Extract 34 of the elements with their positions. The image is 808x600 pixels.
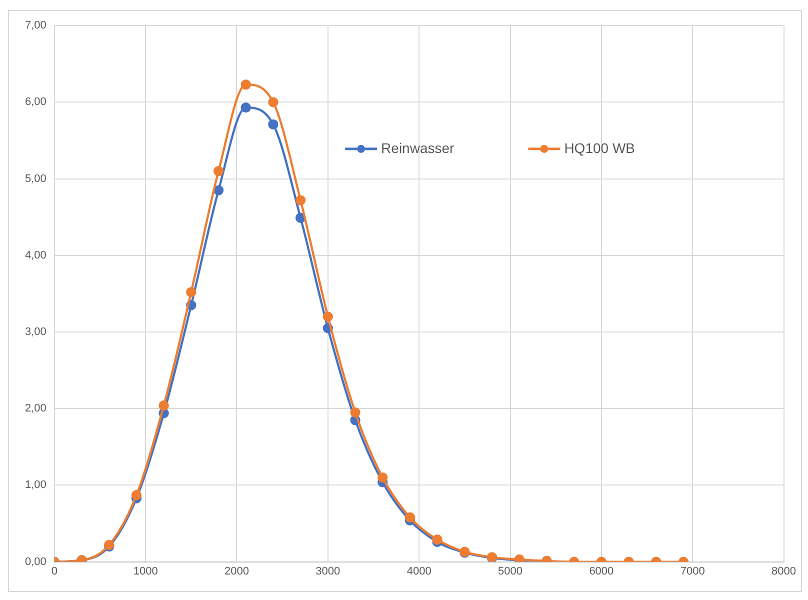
point [240, 102, 251, 113]
point [158, 400, 169, 411]
x-tick-label: 2000 [224, 565, 249, 578]
legend-label: Reinwasser [381, 140, 455, 156]
point [378, 472, 388, 483]
point [131, 490, 142, 500]
x-tick-label: 7000 [680, 565, 705, 578]
point [322, 312, 334, 322]
x-tick-label: 1000 [133, 565, 158, 578]
point [404, 512, 416, 522]
y-tick-label: 4,00 [24, 249, 46, 262]
x-tick-label: 5000 [498, 565, 522, 578]
y-tick-label: 1,00 [24, 479, 46, 492]
point [268, 97, 278, 108]
y-tick-label: 2,00 [24, 402, 46, 415]
point [295, 195, 306, 206]
point [268, 119, 278, 130]
x-tick-label: 6000 [589, 565, 614, 578]
y-tick-label: 6,00 [24, 96, 46, 108]
point [213, 166, 224, 176]
point [213, 185, 224, 196]
x-tick-label: 4000 [406, 565, 432, 578]
y-tick-label: 5,00 [24, 172, 46, 185]
point [240, 79, 251, 90]
y-tick-label: 7,00 [24, 20, 46, 32]
x-tick-label: 0 [51, 565, 58, 578]
point [186, 287, 196, 298]
point [350, 407, 360, 418]
x-tick-label: 8000 [772, 565, 796, 578]
legend-label: HQ100 WB [564, 140, 636, 156]
x-tick-label: 3000 [316, 565, 340, 578]
y-tick-label: 3,00 [24, 326, 46, 338]
y-tick-label: 0,00 [24, 556, 46, 568]
point [432, 534, 442, 545]
